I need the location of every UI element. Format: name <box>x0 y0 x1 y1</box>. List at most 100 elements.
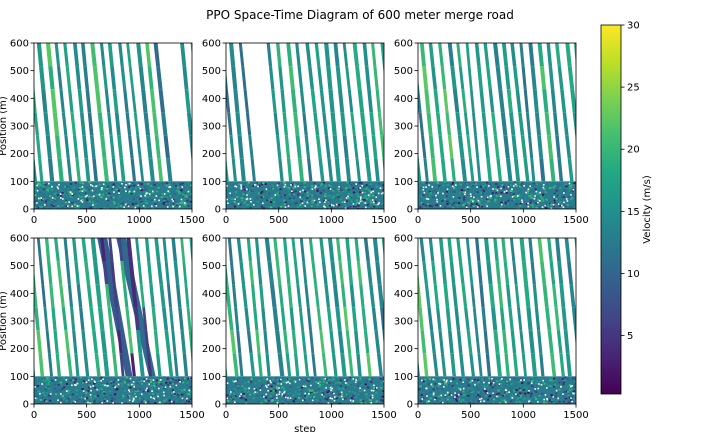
merge-point <box>115 199 119 202</box>
merge-point <box>555 392 558 395</box>
trajectory-segment <box>57 158 64 182</box>
merge-point <box>433 189 437 191</box>
merge-point <box>369 402 372 404</box>
trajectory-segment <box>297 66 303 90</box>
merge-point <box>96 200 99 203</box>
merge-point <box>426 184 429 187</box>
merge-point <box>432 196 435 198</box>
merge-point <box>266 402 270 404</box>
trajectory-segment <box>332 135 339 159</box>
merge-point <box>57 381 61 384</box>
merge-point <box>42 401 45 403</box>
trajectory-segment <box>275 330 282 354</box>
merge-gap <box>57 399 59 401</box>
merge-gap <box>533 197 536 200</box>
merge-point <box>310 186 313 189</box>
merge-point <box>241 189 244 192</box>
y-tick-label: 0 <box>407 205 413 216</box>
merge-point <box>562 383 565 386</box>
merge-point <box>535 379 538 382</box>
merge-point <box>432 395 435 398</box>
trajectory-segment <box>491 112 497 136</box>
trajectory-segment <box>375 89 381 113</box>
merge-gap <box>469 193 472 195</box>
merge-gap <box>153 198 156 201</box>
merge-gap <box>352 378 355 380</box>
merge-point <box>369 397 373 399</box>
merge-gap <box>75 384 77 387</box>
merge-point <box>233 184 236 187</box>
merge-point <box>42 198 45 201</box>
merge-point <box>369 399 373 402</box>
trajectory-segment <box>457 135 465 159</box>
merge-point <box>318 183 321 186</box>
merge-point <box>156 182 159 184</box>
trajectory-segment <box>423 158 429 182</box>
merge-point <box>303 399 306 401</box>
trajectory-layer <box>418 238 589 404</box>
merge-point <box>35 398 38 400</box>
trajectory-segment <box>229 135 235 159</box>
merge-point <box>572 385 575 388</box>
merge-point <box>81 198 84 201</box>
merge-point <box>487 208 490 209</box>
merge-gap <box>446 391 449 394</box>
merge-point <box>559 399 562 401</box>
merge-point <box>509 193 512 196</box>
trajectory-segment <box>330 112 337 136</box>
merge-gap <box>370 191 373 194</box>
merge-point <box>136 198 139 200</box>
merge-point <box>292 400 295 403</box>
merge-point <box>52 207 55 209</box>
merge-gap <box>254 391 257 393</box>
merge-point <box>502 185 506 188</box>
merge-point <box>46 190 49 192</box>
merge-point <box>430 202 433 205</box>
merge-point <box>419 194 423 197</box>
merge-gap <box>36 184 38 187</box>
merge-point <box>176 399 179 402</box>
trajectory-segment <box>433 89 440 113</box>
merge-point <box>500 399 503 401</box>
merge-point <box>446 384 449 387</box>
merge-gap <box>114 386 116 389</box>
merge-point <box>36 385 39 387</box>
trajectory-segment <box>371 43 377 67</box>
merge-point <box>573 384 576 387</box>
merge-point <box>475 182 478 185</box>
trajectory-layer <box>34 238 192 404</box>
merge-point <box>442 378 445 381</box>
merge-point <box>67 397 70 400</box>
merge-point <box>82 380 85 383</box>
merge-point <box>45 391 48 394</box>
y-tick-label: 100 <box>202 372 221 383</box>
trajectory-segment <box>234 307 240 331</box>
merge-point <box>563 391 566 394</box>
merge-point <box>440 401 443 404</box>
merge-gap <box>535 190 538 193</box>
merge-point <box>349 205 352 208</box>
merge-point <box>172 386 175 389</box>
trajectory-segment <box>583 238 589 261</box>
trajectory-segment <box>319 330 325 354</box>
merge-point <box>500 201 503 204</box>
merge-gap <box>360 196 362 198</box>
merge-point <box>303 383 306 386</box>
merge-point <box>256 196 259 199</box>
subplot-grid: 0 500 1000 15000100200300400500600Position … <box>0 39 589 432</box>
trajectory-segment <box>445 307 452 331</box>
merge-point <box>152 200 155 203</box>
merge-point <box>446 394 449 396</box>
merge-point <box>522 389 525 391</box>
merge-point <box>120 207 124 209</box>
merge-point <box>139 397 142 400</box>
trajectory-segment <box>34 112 39 136</box>
merge-gap <box>565 198 568 200</box>
merge-gap <box>568 182 571 185</box>
merge-point <box>235 202 238 205</box>
merge-gap <box>117 383 120 386</box>
trajectory-segment <box>363 238 370 262</box>
merge-point <box>267 198 270 201</box>
